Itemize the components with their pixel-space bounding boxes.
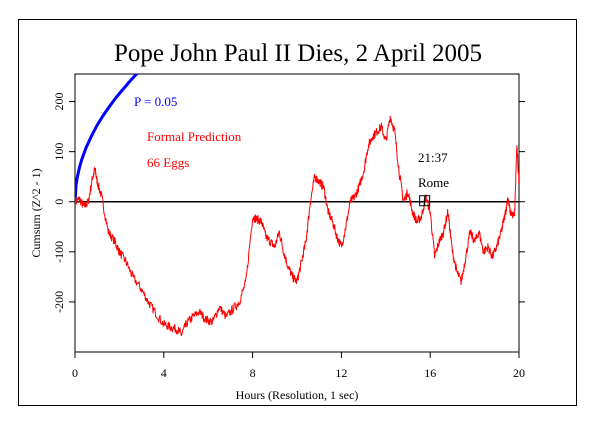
x-axis: 0 4 8 12 16 20 bbox=[72, 352, 525, 380]
envelope-label: P = 0.05 bbox=[134, 94, 177, 109]
p005-envelope-line bbox=[75, 74, 139, 202]
plot-area bbox=[74, 73, 520, 353]
plot-frame bbox=[18, 19, 577, 406]
y-tick-label: -200 bbox=[52, 291, 66, 313]
x-tick-label: 8 bbox=[250, 366, 256, 380]
y-tick-label: -100 bbox=[52, 241, 66, 263]
y-tick-label: 200 bbox=[52, 93, 66, 111]
cumsum-line bbox=[75, 115, 519, 337]
x-tick-label: 4 bbox=[161, 366, 167, 380]
y-axis-label: Cumsum (Z^2 - 1) bbox=[29, 168, 43, 257]
x-tick-label: 12 bbox=[335, 366, 347, 380]
x-axis-label: Hours (Resolution, 1 sec) bbox=[236, 388, 359, 402]
x-tick-label: 16 bbox=[424, 366, 436, 380]
prediction-label: Formal Prediction bbox=[147, 129, 242, 144]
y-tick-label: 0 bbox=[52, 199, 66, 205]
event-place-label: Rome bbox=[418, 175, 449, 190]
x-tick-label: 0 bbox=[72, 366, 78, 380]
y-tick-label: 100 bbox=[52, 143, 66, 161]
chart-title: Pope John Paul II Dies, 2 April 2005 bbox=[114, 40, 482, 67]
event-time-label: 21:37 bbox=[418, 150, 448, 165]
y-axis: -200 -100 0 100 200 bbox=[52, 93, 525, 313]
x-tick-label: 20 bbox=[513, 366, 525, 380]
eggs-label: 66 Eggs bbox=[147, 155, 189, 170]
